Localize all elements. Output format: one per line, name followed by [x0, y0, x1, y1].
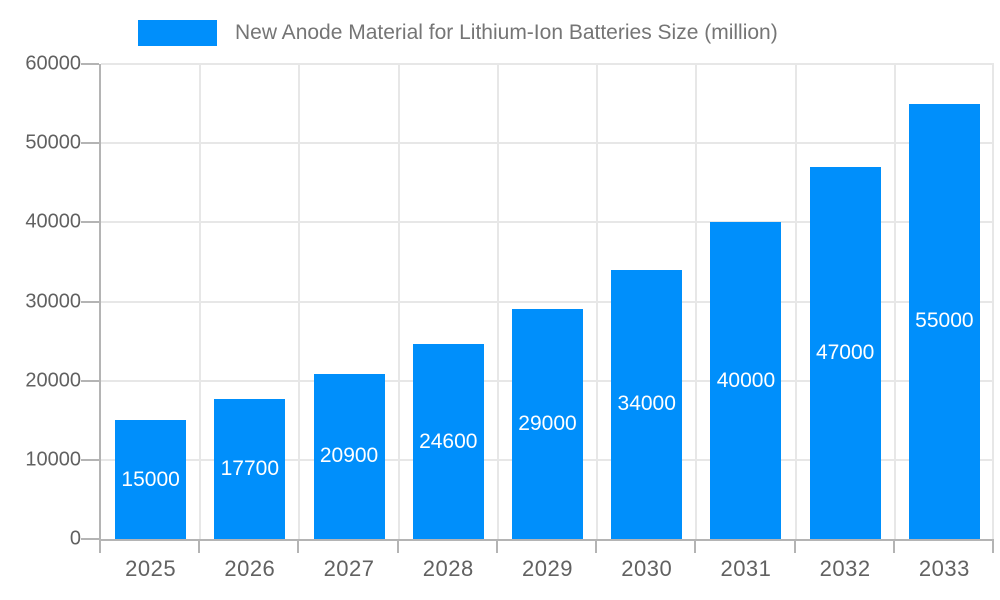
- bar-2033: [908, 103, 980, 539]
- y-axis-tick: [81, 63, 99, 65]
- bar-2029: [512, 309, 583, 539]
- x-axis-category-label: 2025: [125, 556, 177, 581]
- v-gridline: [596, 64, 599, 539]
- y-axis-tick: [81, 538, 99, 540]
- x-axis-tick: [396, 541, 399, 553]
- h-gridline: [101, 142, 994, 145]
- y-axis-tick: [81, 221, 99, 224]
- bar-2028: [412, 344, 484, 539]
- v-gridline: [794, 64, 797, 539]
- v-gridline: [298, 64, 301, 539]
- bar-2027: [313, 373, 385, 539]
- bar-2032: [809, 166, 881, 539]
- y-axis-tick-label: 30000: [25, 290, 81, 312]
- plot-area: 15000 17700 20900 24600 29000 34000 40000 47000…: [99, 63, 994, 541]
- bar-2025: [115, 420, 187, 539]
- y-axis-tick-label: 20000: [25, 369, 81, 392]
- h-gridline: [101, 63, 994, 65]
- legend-swatch-icon: [138, 20, 217, 46]
- y-axis-tick: [81, 300, 99, 303]
- x-axis-category-label: 2033: [918, 556, 970, 581]
- bar-2026: [214, 398, 286, 539]
- x-axis-category-label: 2028: [422, 556, 474, 581]
- x-axis-category-label: 2026: [224, 556, 276, 581]
- y-axis-tick-label: 60000: [25, 52, 81, 75]
- bar-value-2026: 17700: [220, 456, 280, 480]
- bar-value-2027: 20900: [319, 444, 379, 468]
- v-gridline: [496, 64, 499, 539]
- x-axis-tick: [992, 541, 994, 553]
- bar-value-2029: 29000: [518, 412, 577, 436]
- bar-value-2028: 24600: [419, 429, 478, 453]
- y-axis-tick-label: 50000: [25, 131, 81, 154]
- legend-series-label: New Anode Material for Lithium-Ion Batte…: [235, 21, 778, 44]
- y-axis-tick-label: 40000: [25, 210, 81, 233]
- y-axis-tick: [81, 142, 99, 145]
- bar-value-2025: 15000: [121, 467, 180, 491]
- x-axis-tick: [198, 541, 201, 553]
- v-gridline: [397, 64, 400, 539]
- bar-2030: [611, 269, 683, 539]
- bar-value-2032: 47000: [815, 340, 875, 364]
- y-axis-tick-label: 10000: [25, 448, 81, 471]
- x-axis-tick: [495, 541, 498, 553]
- bar-value-2031: 40000: [716, 368, 776, 392]
- y-axis-tick-label: 0: [69, 527, 81, 550]
- bar-value-2033: 55000: [915, 309, 974, 333]
- x-axis-tick: [595, 541, 598, 553]
- v-gridline: [893, 64, 896, 539]
- x-axis-tick: [694, 541, 697, 553]
- v-gridline: [992, 64, 994, 539]
- x-axis-tick: [892, 541, 895, 553]
- x-axis-category-label: 2030: [621, 556, 673, 581]
- v-gridline: [199, 64, 202, 539]
- x-axis-category-label: 2031: [720, 556, 772, 581]
- x-axis-category-label: 2027: [323, 556, 375, 581]
- v-gridline: [695, 64, 698, 539]
- x-axis-tick: [793, 541, 796, 553]
- x-axis-category-label: 2029: [522, 556, 573, 581]
- h-gridline: [101, 221, 994, 224]
- bar-2031: [710, 222, 782, 539]
- x-axis-category-label: 2032: [819, 556, 871, 581]
- x-axis-tick: [297, 541, 300, 553]
- legend-item[interactable]: New Anode Material for Lithium-Ion Batte…: [138, 20, 778, 46]
- y-axis-tick: [81, 458, 99, 461]
- x-axis-tick: [99, 541, 101, 553]
- h-gridline: [101, 300, 994, 303]
- bar-value-2030: 34000: [617, 392, 676, 416]
- y-axis-tick: [81, 379, 99, 382]
